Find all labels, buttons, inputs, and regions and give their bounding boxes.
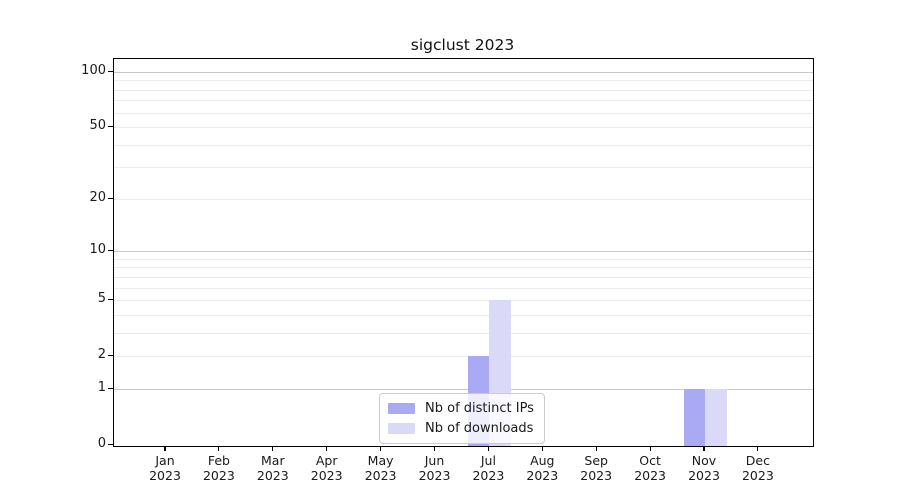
x-tick-label: Jun 2023 xyxy=(418,453,451,483)
y-tick-label: 2 xyxy=(97,347,106,363)
x-tick-mark xyxy=(433,446,436,452)
x-tick-label: Dec 2023 xyxy=(741,453,774,483)
y-tick-mark xyxy=(108,250,113,252)
x-tick-label: Mar 2023 xyxy=(256,453,289,483)
gridline-major xyxy=(114,388,813,390)
y-tick-label: 20 xyxy=(89,189,106,205)
x-tick-label: Sep 2023 xyxy=(580,453,613,483)
legend-swatch-distinct-ips xyxy=(388,403,415,414)
y-tick-label: 50 xyxy=(89,118,106,134)
gridline-minor xyxy=(114,167,813,169)
x-tick-label: Feb 2023 xyxy=(202,453,235,483)
legend-swatch-downloads xyxy=(388,423,415,434)
gridline-minor xyxy=(114,276,813,278)
gridline-minor xyxy=(114,80,813,82)
x-tick-mark xyxy=(649,446,651,452)
y-tick-mark xyxy=(108,299,113,301)
x-tick-mark xyxy=(541,446,543,452)
x-tick-mark xyxy=(703,446,705,452)
x-tick-label: May 2023 xyxy=(364,453,397,483)
gridline-major xyxy=(114,251,813,253)
plot-area: Nb of distinct IPs Nb of downloads xyxy=(113,58,814,447)
legend-item-distinct-ips: Nb of distinct IPs xyxy=(388,401,534,416)
y-tick-label: 5 xyxy=(97,291,106,307)
x-tick-mark xyxy=(272,446,274,452)
x-tick-label: Oct 2023 xyxy=(634,453,666,483)
gridline-minor xyxy=(114,127,813,129)
gridline-minor xyxy=(114,100,813,102)
legend-item-downloads: Nb of downloads xyxy=(388,421,534,436)
x-tick-label: Jan 2023 xyxy=(149,453,181,483)
gridline-minor xyxy=(114,144,813,146)
gridline-minor xyxy=(114,89,813,91)
gridline-minor xyxy=(114,267,813,269)
x-tick-label: Aug 2023 xyxy=(526,453,559,483)
chart-title: sigclust 2023 xyxy=(410,36,515,54)
x-tick-label: Nov 2023 xyxy=(688,453,720,483)
x-tick-mark xyxy=(218,446,220,452)
y-tick-label: 1 xyxy=(97,379,106,395)
legend: Nb of distinct IPs Nb of downloads xyxy=(379,393,545,444)
gridline-minor xyxy=(114,300,813,302)
gridline-minor xyxy=(114,287,813,289)
y-tick-mark xyxy=(108,70,113,73)
y-tick-label: 100 xyxy=(81,62,106,78)
gridline-minor xyxy=(114,258,813,260)
legend-label-downloads: Nb of downloads xyxy=(425,421,534,436)
y-tick-mark xyxy=(108,387,113,390)
bar-distinct-ips xyxy=(683,388,705,446)
x-tick-mark xyxy=(595,446,597,452)
gridline-minor xyxy=(114,198,813,200)
y-tick-label: 0 xyxy=(97,436,106,451)
gridline-minor xyxy=(114,356,813,358)
x-tick-mark xyxy=(380,446,382,452)
gridline-minor xyxy=(114,112,813,114)
bar-downloads xyxy=(705,388,727,446)
y-tick-label: 10 xyxy=(89,242,106,258)
y-tick-mark xyxy=(108,355,113,357)
x-tick-label: Jul 2023 xyxy=(472,453,505,483)
gridline-major xyxy=(114,71,813,73)
y-tick-mark xyxy=(108,197,113,200)
y-tick-mark xyxy=(108,126,113,128)
x-tick-mark xyxy=(757,446,759,452)
x-tick-mark xyxy=(164,446,166,452)
gridline-minor xyxy=(114,332,813,334)
legend-label-distinct-ips: Nb of distinct IPs xyxy=(425,401,534,416)
x-tick-mark xyxy=(326,446,328,452)
x-tick-mark xyxy=(487,446,489,452)
x-tick-label: Apr 2023 xyxy=(310,453,343,483)
gridline-minor xyxy=(114,314,813,316)
y-tick-mark xyxy=(108,444,113,446)
